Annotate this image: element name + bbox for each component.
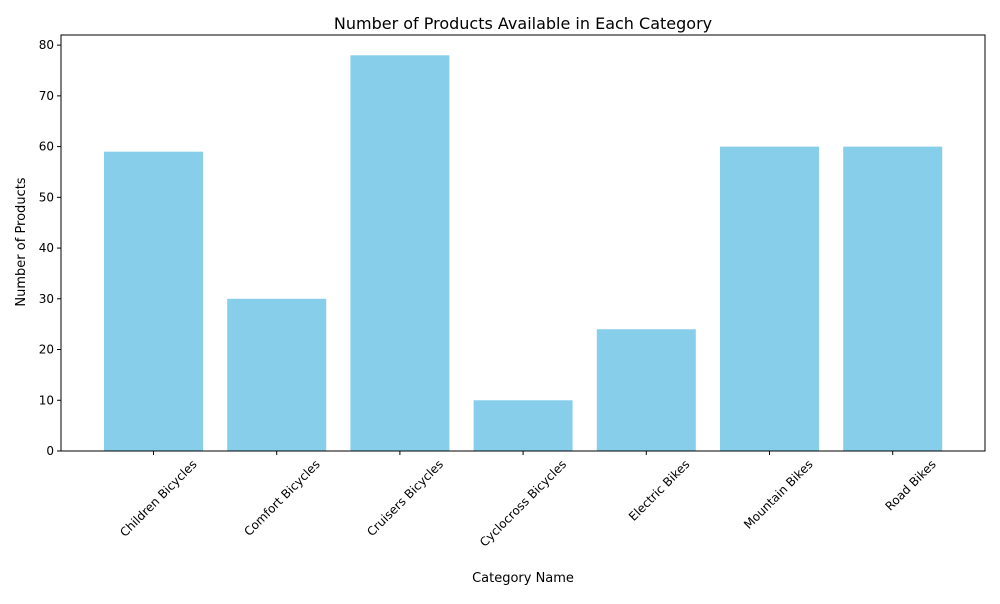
y-tick-label: 40	[39, 241, 54, 255]
bar-mountain-bikes	[720, 146, 819, 452]
x-tick-label: Road Bikes	[882, 457, 938, 513]
y-tick-label: 70	[39, 89, 54, 103]
y-tick-label: 0	[46, 444, 54, 458]
bar-cyclocross-bicycles	[473, 400, 573, 451]
bar-comfort-bicycles	[227, 298, 327, 451]
y-axis-label: Number of Products	[14, 177, 29, 306]
y-tick-label: 20	[39, 343, 54, 357]
y-tick-label: 30	[39, 292, 54, 306]
y-tick-label: 80	[39, 38, 54, 52]
x-tick-label: Children Bicycles	[117, 457, 199, 539]
bar-road-bikes	[843, 146, 943, 452]
bar-cruisers-bicycles	[350, 55, 450, 451]
x-tick-label: Comfort Bicycles	[241, 457, 323, 539]
chart-title: Number of Products Available in Each Cat…	[334, 14, 712, 33]
y-tick-label: 10	[39, 393, 54, 407]
x-axis-label: Category Name	[472, 571, 574, 586]
x-tick-label: Cruisers Bicycles	[364, 457, 446, 539]
y-tick-label: 50	[39, 190, 54, 204]
bar-electric-bikes	[596, 329, 696, 451]
x-tick-label: Electric Bikes	[626, 457, 692, 523]
x-tick-label: Mountain Bikes	[741, 457, 816, 532]
y-tick-label: 60	[39, 140, 54, 154]
x-tick-label: Cyclocross Bicycles	[477, 457, 569, 549]
bar-children-bicycles	[104, 151, 203, 451]
plot-frame	[60, 34, 986, 452]
